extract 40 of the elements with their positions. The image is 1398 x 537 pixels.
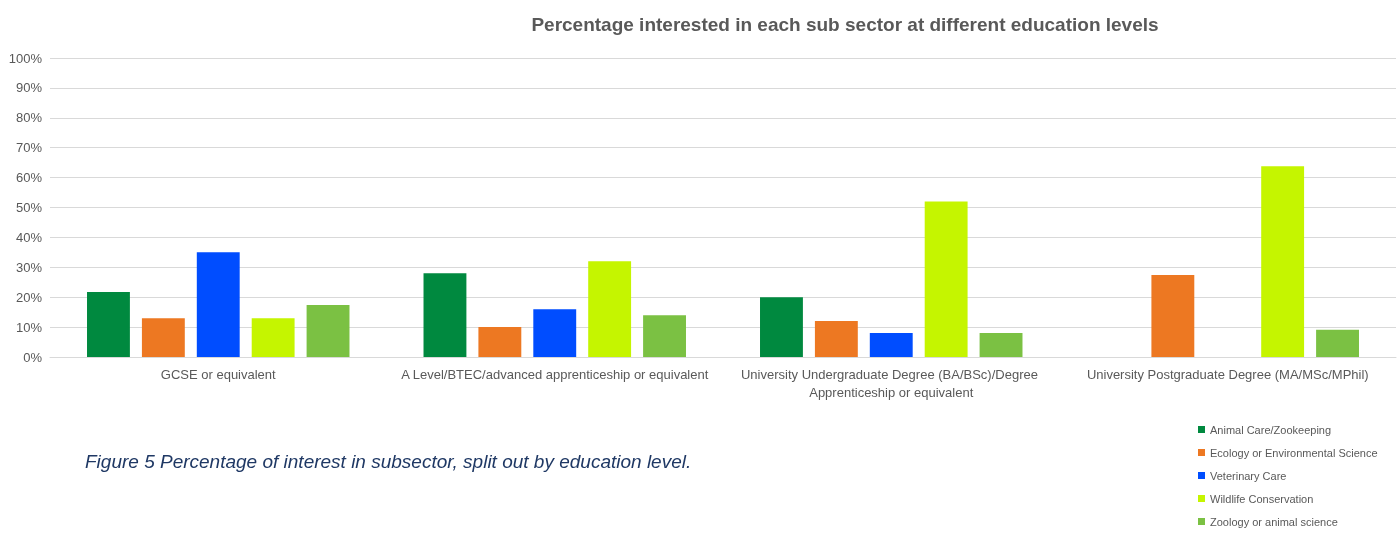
y-tick-label: 90% [15, 80, 43, 96]
bar [306, 304, 350, 357]
legend-label: Ecology or Environmental Science [1210, 446, 1378, 459]
y-tick-label: 0% [23, 349, 43, 365]
legend-label: Zoology or animal science [1210, 515, 1338, 528]
y-tick-label: 50% [15, 200, 43, 215]
y-tick-label: 20% [15, 289, 43, 305]
bar [196, 252, 240, 357]
caption: Figure 5 Percentage of interest in subsector, split out by education level. [85, 451, 692, 472]
bar [141, 318, 185, 357]
bar [1151, 275, 1195, 357]
legend-label: Animal Care/Zookeeping [1210, 423, 1332, 436]
bar [423, 273, 467, 357]
x-tick-label: University Postgraduate Degree (MA/MSc/MPhil) [1086, 366, 1369, 382]
x-tick-label: A Level/BTEC/advanced apprenticeship or equivalent [401, 366, 709, 382]
bar [924, 201, 968, 357]
bar [478, 327, 522, 357]
legend-label: Wildlife Conservation [1210, 492, 1314, 505]
x-tick-label: University Undergraduate Degree (BA/BSc)/Degree Apprenticeship or equivalent [740, 366, 1042, 400]
bar [87, 292, 130, 357]
bar [588, 261, 632, 357]
y-tick-label: 100% [8, 50, 43, 66]
bar [251, 318, 295, 357]
bar [979, 333, 1023, 357]
bar [760, 297, 803, 357]
y-tick-label: 80% [15, 110, 43, 126]
y-tick-label: 60% [15, 170, 43, 186]
bar [533, 309, 577, 357]
y-tick-label: 10% [15, 319, 43, 335]
bar [814, 321, 858, 357]
y-tick-label: 70% [15, 140, 43, 156]
chart-title: Percentage interested in each sub sector at different education levels [531, 14, 1159, 35]
bar [1316, 329, 1359, 357]
y-tick-label: 30% [15, 259, 43, 275]
bar [643, 315, 686, 357]
x-tick-label: GCSE or equivalent [160, 366, 277, 382]
legend-label: Veterinary Care [1210, 469, 1287, 482]
bar [869, 333, 913, 357]
bar [1261, 166, 1305, 357]
y-tick-label: 40% [15, 229, 43, 245]
